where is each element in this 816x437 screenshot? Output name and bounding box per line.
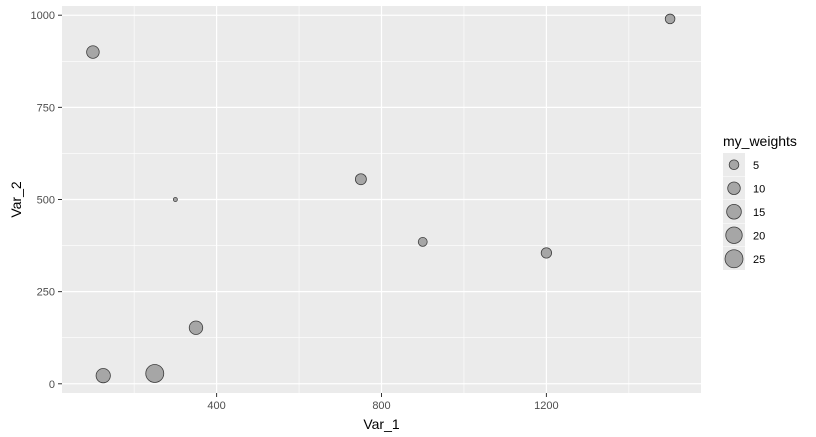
legend-label: 15	[753, 207, 765, 219]
x-tick-label: 800	[372, 400, 390, 412]
grid-major	[62, 6, 701, 393]
y-tick-label: 0	[49, 379, 55, 391]
data-point	[95, 368, 111, 384]
y-axis-title: Var_2	[8, 181, 24, 218]
y-tick-label: 250	[37, 287, 55, 299]
legend-symbol	[724, 249, 744, 269]
legend-symbol	[725, 226, 743, 244]
legend-symbol	[727, 181, 741, 195]
legend-title: my_weights	[723, 133, 797, 149]
data-points	[86, 13, 676, 384]
x-tick-label: 400	[207, 400, 225, 412]
y-tick-label: 750	[37, 102, 55, 114]
data-point	[354, 173, 367, 186]
legend-label: 20	[753, 230, 765, 242]
data-point	[417, 237, 428, 247]
legend-items: 5 10 15 20 25	[723, 153, 765, 270]
legend-label: 25	[753, 254, 765, 266]
legend-label: 10	[753, 183, 765, 195]
data-point	[540, 247, 552, 259]
legend: my_weights 5 10 15 20 25	[723, 133, 797, 270]
legend-symbol	[726, 204, 742, 220]
x-tick-label: 1200	[534, 400, 558, 412]
legend-label: 5	[753, 160, 759, 172]
x-axis-title: Var_1	[363, 416, 400, 432]
y-tick-label: 500	[37, 195, 55, 207]
y-axis: 0 250 500 750 1000	[31, 10, 62, 391]
data-point	[145, 364, 165, 383]
data-point	[188, 320, 204, 335]
data-point	[172, 197, 178, 202]
data-point	[86, 45, 100, 59]
legend-symbol	[728, 159, 740, 171]
data-point	[664, 13, 676, 25]
x-axis: 400 800 1200	[207, 393, 559, 412]
y-tick-label: 1000	[31, 10, 55, 22]
